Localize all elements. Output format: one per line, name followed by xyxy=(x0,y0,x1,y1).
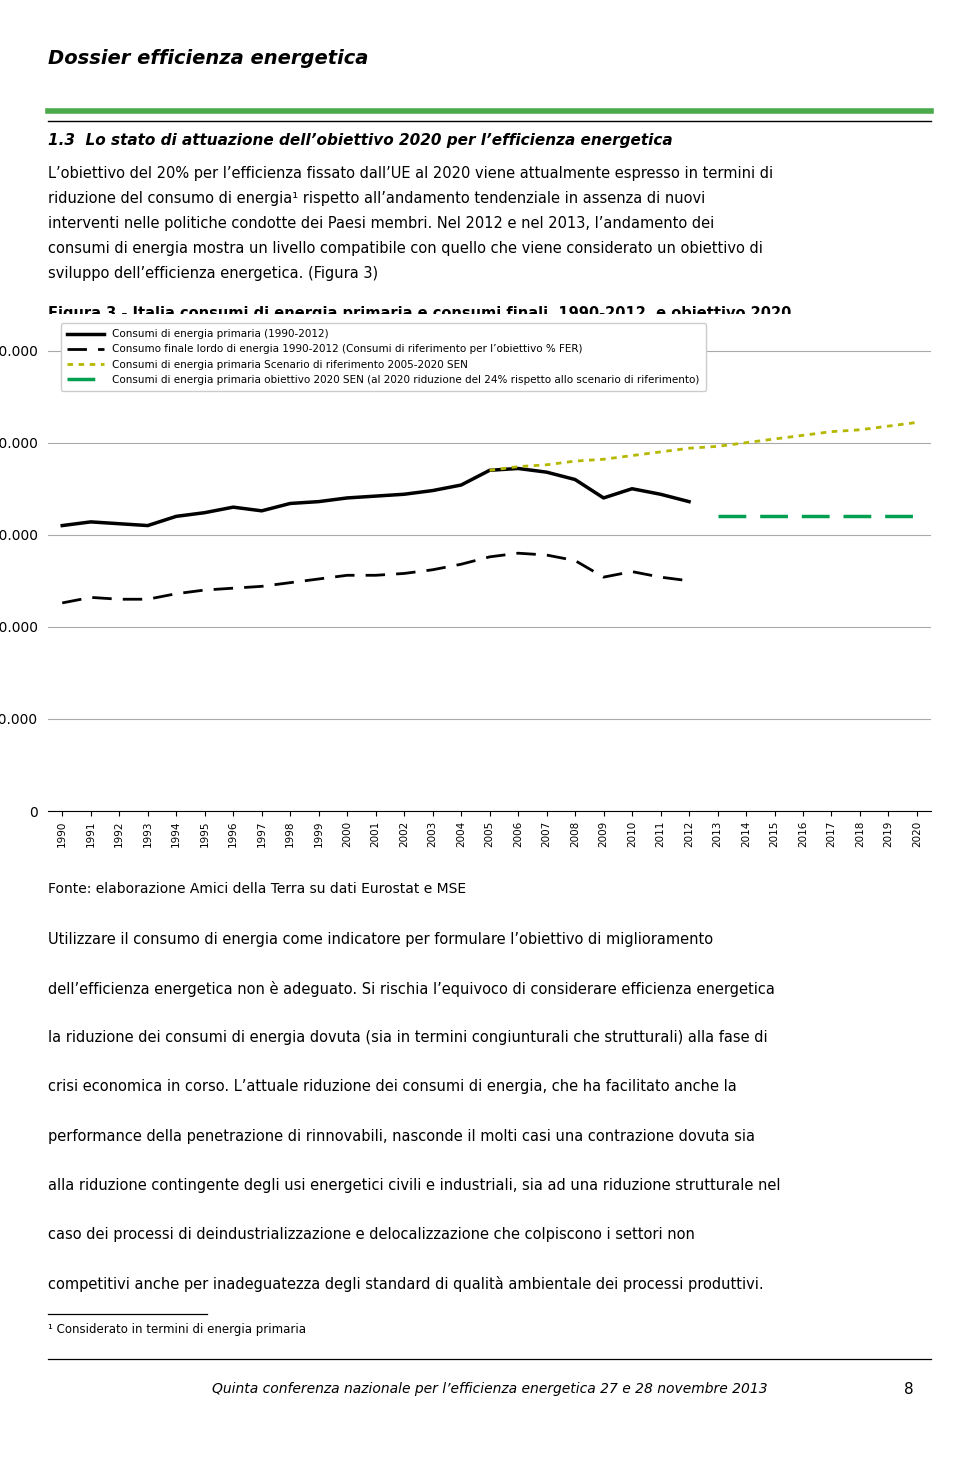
Text: caso dei processi di deindustrializzazione e delocalizzazione che colpiscono i s: caso dei processi di deindustrializzazio… xyxy=(48,1227,695,1242)
Legend: Consumi di energia primaria (1990-2012), Consumo finale lordo di energia 1990-20: Consumi di energia primaria (1990-2012),… xyxy=(61,323,706,391)
Text: Fonte: elaborazione Amici della Terra su dati Eurostat e MSE: Fonte: elaborazione Amici della Terra su… xyxy=(48,882,467,895)
Text: performance della penetrazione di rinnovabili, nasconde il molti casi una contra: performance della penetrazione di rinnov… xyxy=(48,1129,755,1144)
Text: interventi nelle politiche condotte dei Paesi membri. Nel 2012 e nel 2013, l’and: interventi nelle politiche condotte dei … xyxy=(48,216,714,231)
Text: Utilizzare il consumo di energia come indicatore per formulare l’obiettivo di mi: Utilizzare il consumo di energia come in… xyxy=(48,932,713,947)
Text: la riduzione dei consumi di energia dovuta (sia in termini congiunturali che str: la riduzione dei consumi di energia dovu… xyxy=(48,1030,768,1045)
Text: Figura 3 - Italia consumi di energia primaria e consumi finali  1990-2012  e obi: Figura 3 - Italia consumi di energia pri… xyxy=(48,306,791,321)
Text: dell’efficienza energetica non è adeguato. Si rischia l’equivoco di considerare : dell’efficienza energetica non è adeguat… xyxy=(48,981,775,998)
Text: consumi di energia mostra un livello compatibile con quello che viene considerat: consumi di energia mostra un livello com… xyxy=(48,241,763,256)
Text: L’obiettivo del 20% per l’efficienza fissato dall’UE al 2020 viene attualmente e: L’obiettivo del 20% per l’efficienza fis… xyxy=(48,166,773,181)
Text: Dossier efficienza energetica: Dossier efficienza energetica xyxy=(48,49,369,68)
Text: sviluppo dell’efficienza energetica. (Figura 3): sviluppo dell’efficienza energetica. (Fi… xyxy=(48,266,378,281)
Text: Quinta conferenza nazionale per l’efficienza energetica 27 e 28 novembre 2013: Quinta conferenza nazionale per l’effici… xyxy=(212,1382,767,1396)
Text: 1.3  Lo stato di attuazione dell’obiettivo 2020 per l’efficienza energetica: 1.3 Lo stato di attuazione dell’obiettiv… xyxy=(48,133,673,148)
Text: alla riduzione contingente degli usi energetici civili e industriali, sia ad una: alla riduzione contingente degli usi ene… xyxy=(48,1178,780,1193)
Text: riduzione del consumo di energia¹ rispetto all’andamento tendenziale in assenza : riduzione del consumo di energia¹ rispet… xyxy=(48,191,706,206)
Text: 8: 8 xyxy=(904,1382,914,1397)
Text: ¹ Considerato in termini di energia primaria: ¹ Considerato in termini di energia prim… xyxy=(48,1323,306,1336)
Text: competitivi anche per inadeguatezza degli standard di qualità ambientale dei pro: competitivi anche per inadeguatezza degl… xyxy=(48,1276,763,1292)
Text: crisi economica in corso. L’attuale riduzione dei consumi di energia, che ha fac: crisi economica in corso. L’attuale ridu… xyxy=(48,1079,736,1094)
